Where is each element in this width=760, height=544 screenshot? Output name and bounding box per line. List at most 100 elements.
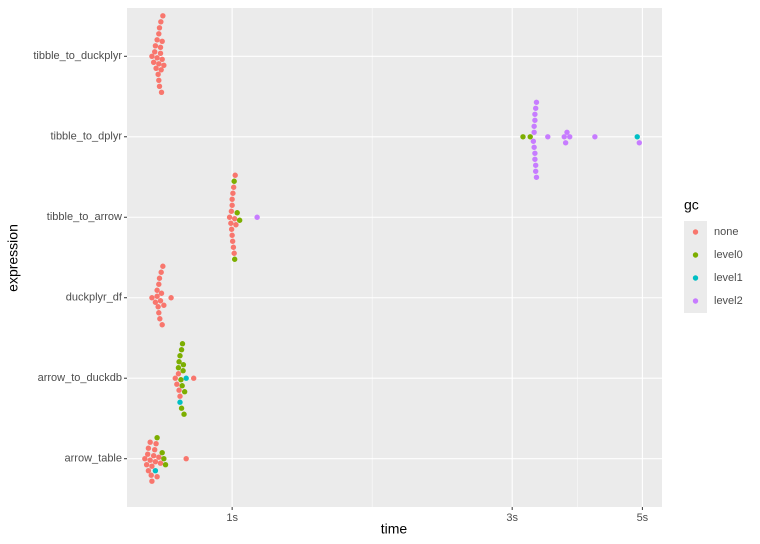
point <box>530 138 537 144</box>
legend-marker <box>692 229 699 235</box>
point <box>181 389 188 395</box>
point <box>229 196 235 202</box>
point <box>155 304 161 310</box>
point <box>156 83 163 89</box>
point <box>532 162 539 168</box>
point <box>236 217 243 223</box>
x-axis-title: time <box>381 521 408 537</box>
x-tick-label: 3s <box>506 512 518 524</box>
point <box>150 453 157 459</box>
point <box>157 44 164 50</box>
legend-marker <box>692 252 699 258</box>
point <box>634 134 640 140</box>
legend-title: gc <box>684 197 699 213</box>
point <box>148 472 154 478</box>
point <box>158 89 165 95</box>
point <box>231 216 238 222</box>
point <box>152 43 159 49</box>
point <box>154 287 160 293</box>
point <box>562 140 569 146</box>
point <box>156 77 162 83</box>
point <box>152 468 159 474</box>
point <box>179 383 185 389</box>
point <box>142 456 148 462</box>
point <box>531 123 537 129</box>
points <box>142 13 643 484</box>
point <box>157 316 163 322</box>
point <box>162 462 169 468</box>
point <box>230 190 236 196</box>
x-tick-label: 5s <box>637 512 649 524</box>
point <box>230 184 237 190</box>
point <box>228 208 235 214</box>
legend-label: none <box>714 226 738 238</box>
point <box>154 435 160 441</box>
y-axis-title: expression <box>5 224 21 292</box>
point <box>226 214 233 220</box>
y-tick-label: tibble_to_arrow <box>47 211 122 223</box>
point <box>533 174 540 180</box>
point <box>157 460 164 466</box>
point <box>178 377 184 383</box>
legend-label: level2 <box>714 295 743 307</box>
point <box>175 371 182 377</box>
point <box>177 399 183 405</box>
point <box>149 295 155 301</box>
point <box>145 445 152 451</box>
point <box>190 375 197 381</box>
point <box>533 99 540 105</box>
point <box>156 31 162 37</box>
point <box>157 50 164 56</box>
point <box>150 59 157 65</box>
x-tick-label: 1s <box>226 512 238 524</box>
point <box>154 37 160 43</box>
legend-label: level1 <box>714 272 743 284</box>
point <box>254 214 260 220</box>
point <box>532 156 538 162</box>
point <box>158 67 164 73</box>
point <box>177 353 183 359</box>
point <box>160 263 166 269</box>
point <box>527 134 533 140</box>
point <box>159 38 165 44</box>
point <box>159 56 165 62</box>
point <box>564 129 570 135</box>
y-tick-label: tibble_to_duckplyr <box>33 50 122 62</box>
point <box>161 456 167 462</box>
legend-label: level0 <box>714 249 743 261</box>
point <box>149 53 155 59</box>
point <box>532 111 538 117</box>
point <box>636 140 643 146</box>
point <box>160 13 166 19</box>
point <box>181 411 187 417</box>
point <box>153 65 159 71</box>
point <box>153 441 159 447</box>
point <box>531 144 537 150</box>
legend-marker <box>692 298 699 304</box>
point <box>230 244 237 250</box>
panel <box>127 8 662 507</box>
point <box>561 134 567 140</box>
point <box>172 375 178 381</box>
y-tick-label: tibble_to_dplyr <box>50 131 122 143</box>
point <box>152 49 158 55</box>
point <box>231 250 237 256</box>
point <box>154 474 160 480</box>
point <box>231 178 237 184</box>
point <box>175 365 182 371</box>
point <box>545 134 551 140</box>
point <box>176 387 182 393</box>
point <box>531 129 537 135</box>
point <box>156 454 162 460</box>
point <box>179 341 186 347</box>
point <box>231 256 238 262</box>
point <box>229 238 236 244</box>
point <box>228 220 234 226</box>
y-tick-label: duckplyr_df <box>66 292 123 304</box>
point <box>234 210 240 216</box>
point <box>161 302 167 308</box>
point <box>145 468 152 474</box>
point <box>180 368 186 374</box>
point <box>592 134 598 140</box>
point <box>156 61 162 67</box>
